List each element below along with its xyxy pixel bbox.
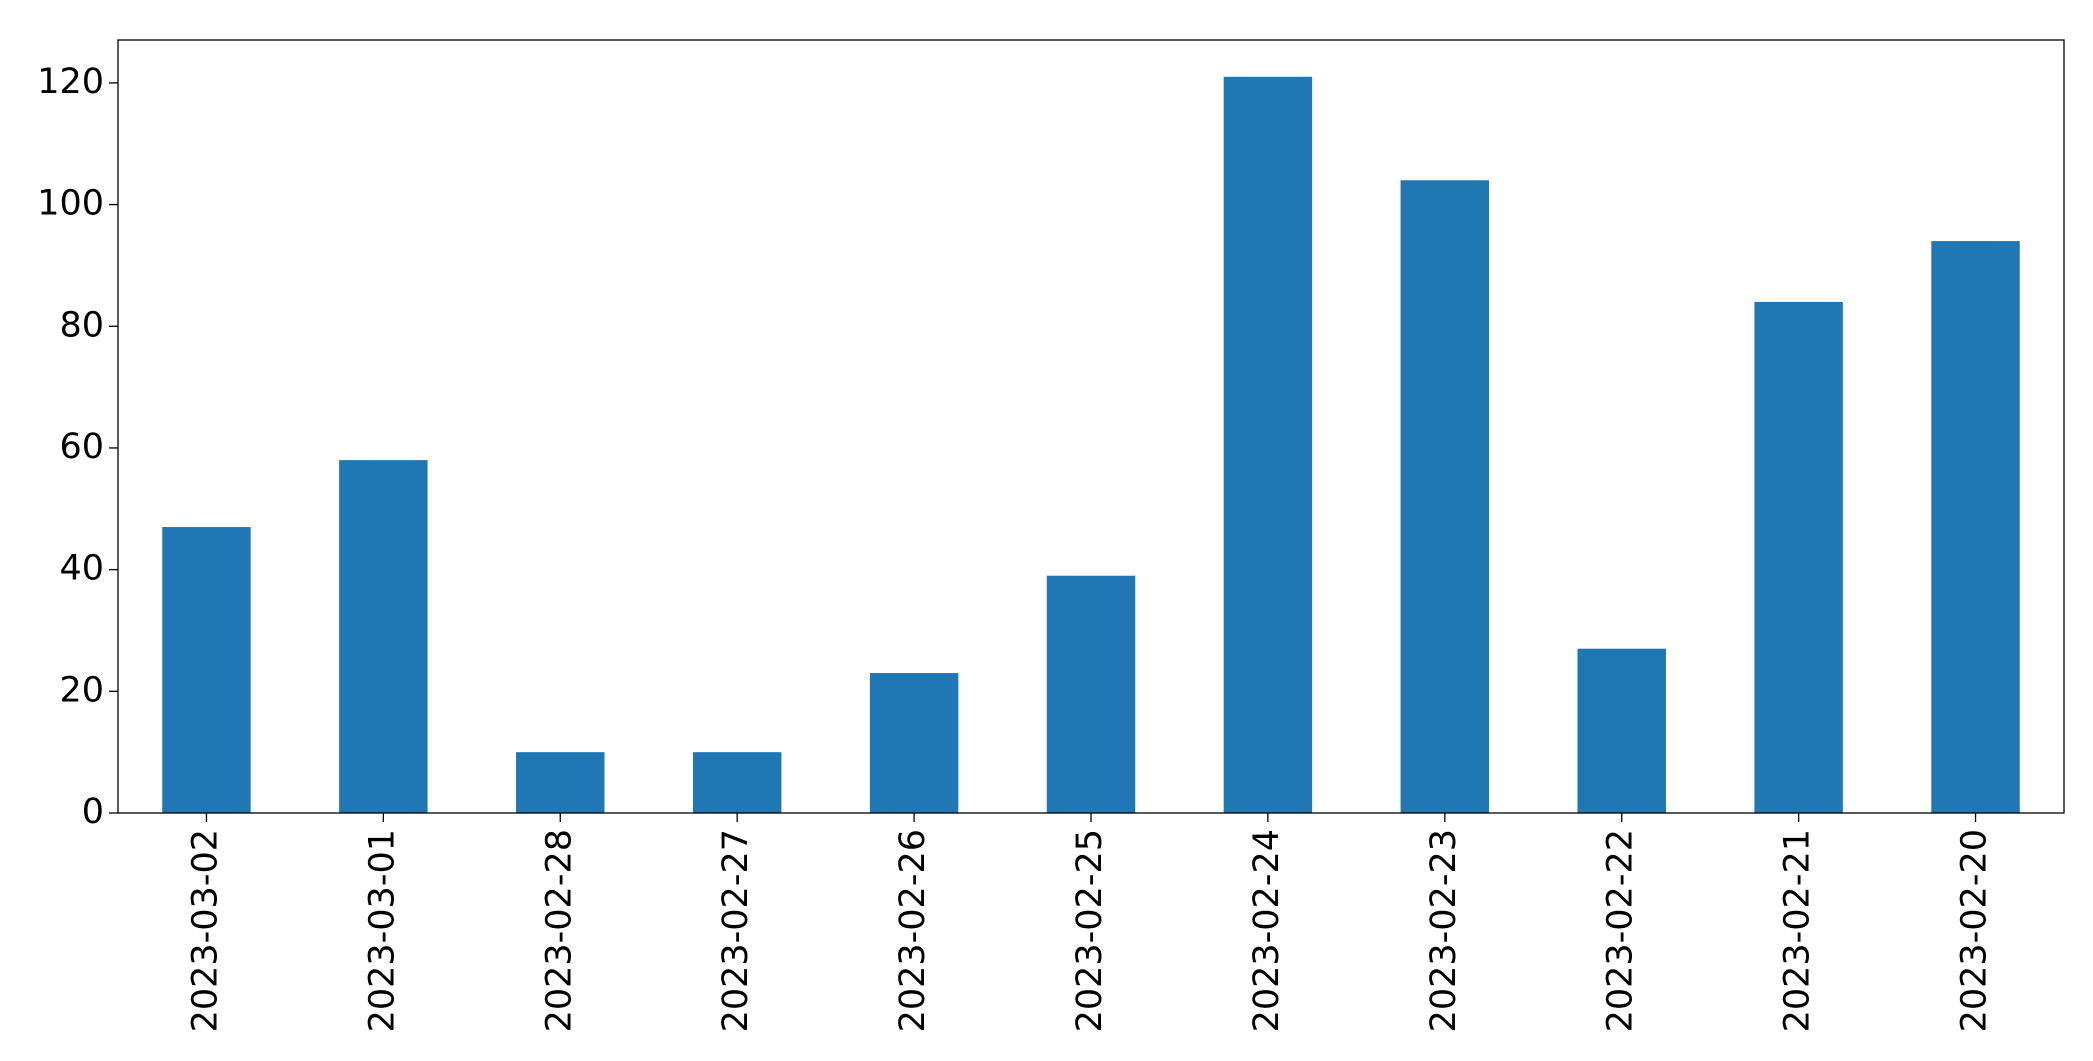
x-tick-label: 2023-02-28 xyxy=(539,829,579,1032)
y-tick-label: 20 xyxy=(59,670,104,710)
y-tick-label: 40 xyxy=(59,549,104,589)
bar xyxy=(339,460,428,813)
plot-frame xyxy=(117,39,2065,814)
bar xyxy=(162,527,251,813)
bar xyxy=(1754,301,1843,813)
y-tick-label: 80 xyxy=(59,305,104,345)
bar xyxy=(1577,648,1666,813)
x-tick-label: 2023-02-22 xyxy=(1601,829,1641,1032)
x-tick-label: 2023-02-24 xyxy=(1247,829,1287,1032)
bar xyxy=(516,752,605,813)
x-tick-label: 2023-02-23 xyxy=(1424,829,1464,1032)
y-tick-label: 0 xyxy=(82,792,104,832)
bar xyxy=(869,673,959,813)
y-tick-label: 100 xyxy=(37,184,104,224)
y-tick-label: 60 xyxy=(59,427,104,467)
x-tick-label: 2023-02-25 xyxy=(1070,829,1110,1032)
x-tick-label: 2023-02-27 xyxy=(716,829,756,1032)
bar xyxy=(1400,180,1490,814)
x-tick-label: 2023-03-01 xyxy=(362,829,402,1032)
y-tick-label: 120 xyxy=(37,62,104,102)
bar xyxy=(692,752,782,813)
x-tick-label: 2023-03-02 xyxy=(185,829,225,1032)
x-tick-label: 2023-02-21 xyxy=(1778,829,1818,1032)
bar xyxy=(1223,76,1313,814)
bar xyxy=(1931,241,2020,813)
x-tick-label: 2023-02-20 xyxy=(1955,829,1995,1032)
bar xyxy=(1046,575,1136,813)
x-tick-label: 2023-02-26 xyxy=(893,829,933,1032)
